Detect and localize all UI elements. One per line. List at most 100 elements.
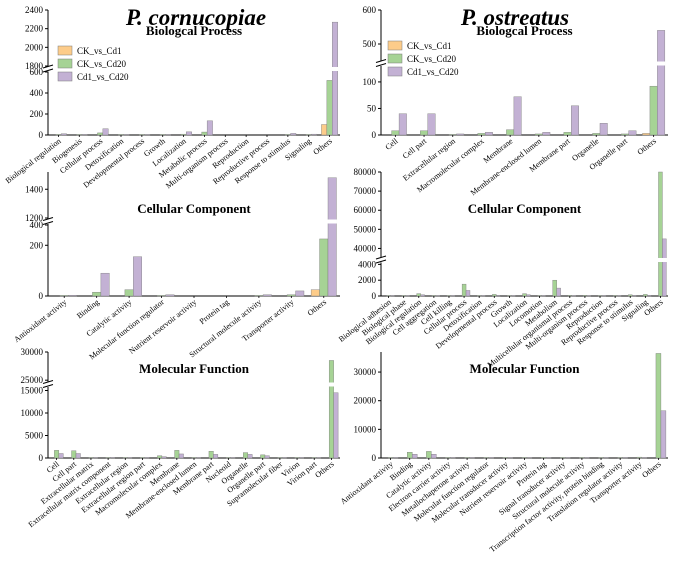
axis-break-gap: [376, 61, 386, 66]
panel-title: Cellular Component: [468, 201, 582, 216]
y-tick-label: 80000: [354, 167, 377, 177]
bar-ck-vs-cd20: [118, 134, 124, 136]
legend-label: CK_vs_Cd20: [407, 54, 457, 64]
y-tick-label: 15000: [21, 386, 44, 396]
bar-cd1-vs-cd20: [484, 132, 493, 136]
bar-cd1-vs-cd20: [616, 295, 622, 297]
bar-cd1-vs-cd20: [657, 30, 666, 136]
y-tick-label: 25000: [21, 375, 44, 385]
bar-cd1-vs-cd20: [469, 457, 475, 459]
legend: CK_vs_Cd1 CK_vs_Cd20 Cd1_vs_Cd20: [387, 40, 459, 77]
y-tick-label: 20000: [354, 396, 377, 406]
bar-cd1-vs-cd20: [641, 457, 647, 459]
bar-cd1-vs-cd20: [511, 295, 516, 297]
bar-ck-vs-cd20: [582, 295, 588, 297]
bar-ck-vs-cd20: [54, 450, 60, 459]
y-tick-label: 2400: [25, 5, 44, 15]
legend-swatch: [387, 53, 403, 64]
y-tick-label: 70000: [354, 186, 377, 196]
bar-break-band: [328, 382, 335, 387]
bar-ck-vs-cd1: [642, 133, 651, 136]
bar-ck-vs-cd20: [628, 294, 633, 297]
bar-ck-vs-cd20: [597, 295, 603, 297]
bar-cd1-vs-cd20: [247, 454, 253, 459]
bar-cd1-vs-cd20: [660, 410, 667, 459]
bar-ck-vs-cd20: [643, 294, 648, 297]
y-tick-label: 30000: [354, 367, 377, 377]
bar-ck-vs-cd20: [55, 134, 62, 136]
axis-break-mark: [375, 63, 387, 67]
bar-ck-vs-cd20: [483, 457, 489, 459]
bar-cd1-vs-cd20: [456, 133, 465, 136]
bar-cd1-vs-cd20: [390, 295, 395, 297]
y-tick-label: 200: [30, 240, 44, 250]
bar-cd1-vs-cd20: [264, 455, 270, 459]
y-tick-label: 30000: [21, 347, 44, 357]
bar-ck-vs-cd20: [92, 291, 102, 297]
bar-cd1-vs-cd20: [431, 454, 437, 459]
legend-label: Cd1_vs_Cd20: [407, 67, 459, 77]
bar-cd1-vs-cd20: [92, 457, 98, 459]
y-tick-label: 0: [372, 130, 377, 140]
y-tick-label: 4000: [358, 259, 377, 269]
bar-ck-vs-cd20: [97, 132, 104, 136]
bar-cd1-vs-cd20: [628, 130, 637, 136]
y-tick-label: 1800: [25, 61, 44, 71]
bar-ck-vs-cd20: [319, 238, 329, 297]
bar-ck-vs-cd20: [579, 457, 585, 459]
bar-cd1-vs-cd20: [161, 456, 167, 459]
bar-cd1-vs-cd20: [513, 96, 522, 136]
bar-cd1-vs-cd20: [662, 238, 667, 297]
bar-ck-vs-cd20: [284, 134, 291, 136]
bar-cd1-vs-cd20: [186, 131, 192, 136]
bar-cd1-vs-cd20: [526, 294, 531, 297]
bar-ck-vs-cd20: [88, 457, 94, 459]
bar-ck-vs-cd20: [243, 452, 248, 459]
bar-ck-vs-cd20: [506, 129, 515, 136]
bar-cd1-vs-cd20: [281, 457, 287, 459]
bar-ck-vs-cd20: [534, 133, 543, 136]
axis-break-mark: [42, 380, 54, 384]
bar-ck-vs-cd20: [294, 457, 300, 459]
bar-cd1-vs-cd20: [392, 457, 399, 459]
bar-cd1-vs-cd20: [450, 295, 456, 297]
legend-swatch: [387, 40, 403, 51]
bar-cd1-vs-cd20: [488, 457, 494, 459]
bar-break-band: [661, 258, 667, 262]
bar-break-band: [331, 67, 339, 71]
axis-break-mark: [42, 384, 54, 388]
bar-cd1-vs-cd20: [584, 457, 590, 459]
bar-ck-vs-cd20: [448, 134, 457, 136]
species-title-left: P. cornucopiae: [125, 5, 266, 30]
legend-swatch: [57, 58, 73, 69]
bar-ck-vs-cd20: [560, 457, 566, 459]
axis-break-gap: [43, 382, 53, 387]
axis-break-mark: [42, 64, 54, 69]
y-tick-label: 2000: [25, 42, 44, 52]
bar-cd1-vs-cd20: [526, 457, 533, 459]
y-tick-label: 0: [39, 130, 44, 140]
bar-ck-vs-cd20: [254, 295, 264, 297]
bar-cd1-vs-cd20: [571, 105, 579, 136]
bar-ck-vs-cd20: [277, 457, 283, 459]
bar-cd1-vs-cd20: [545, 457, 552, 459]
bar-ck-vs-cd20: [138, 134, 145, 136]
y-tick-label: 10000: [354, 424, 377, 434]
bar-ck-vs-cd20: [387, 457, 394, 459]
y-tick-label: 0: [372, 453, 377, 463]
bar-ck-vs-cd20: [260, 454, 266, 459]
bar-cd1-vs-cd20: [311, 133, 318, 136]
axis-break-gap: [376, 257, 386, 263]
bar-ck-vs-cd20: [286, 294, 296, 297]
bar-cd1-vs-cd20: [647, 295, 652, 297]
legend-label: Cd1_vs_Cd20: [77, 72, 129, 82]
bar-cd1-vs-cd20: [420, 294, 425, 297]
bar-ck-vs-cd20: [59, 295, 69, 297]
legend-swatch: [57, 71, 73, 82]
legend-label: CK_vs_Cd1: [407, 41, 452, 51]
bar-cd1-vs-cd20: [295, 290, 305, 297]
y-tick-label: 10000: [21, 408, 44, 418]
y-tick-label: 0: [39, 291, 44, 301]
y-tick-label: 60000: [354, 205, 377, 215]
y-tick-label: 600: [30, 67, 44, 77]
